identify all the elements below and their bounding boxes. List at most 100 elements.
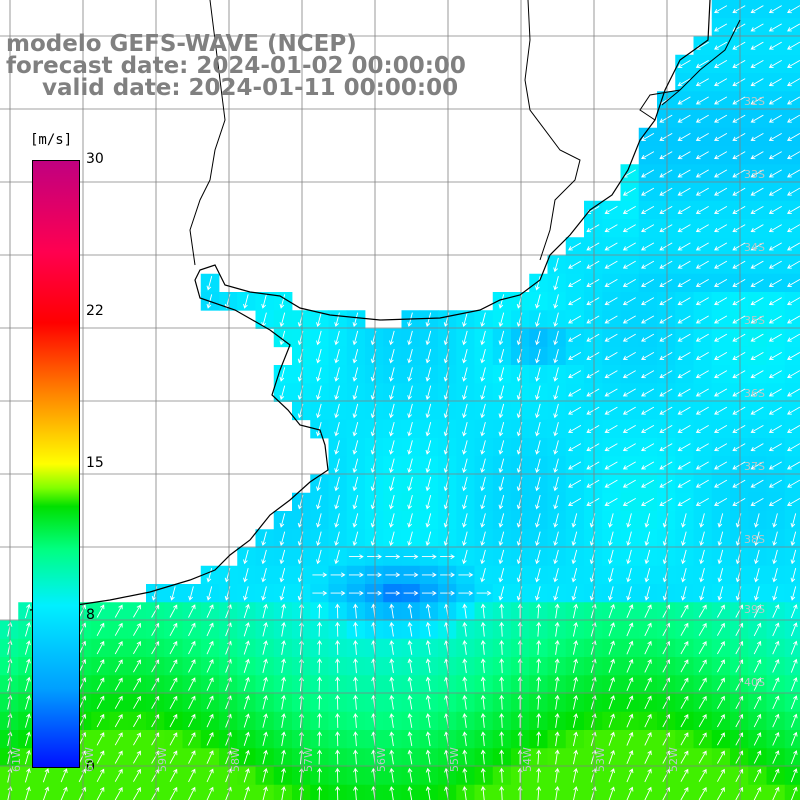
wind-arrow — [317, 621, 322, 637]
wind-arrow — [281, 621, 286, 637]
wind-arrow — [425, 694, 431, 710]
wind-speed-cell — [693, 784, 713, 800]
wind-arrow — [572, 749, 579, 765]
wind-arrow — [753, 786, 762, 800]
wind-arrow — [677, 151, 691, 160]
wind-arrow — [604, 242, 618, 251]
wind-arrow — [717, 531, 724, 546]
wind-arrow — [553, 348, 559, 364]
wind-arrow — [462, 458, 468, 473]
wind-arrow — [389, 640, 395, 655]
wind-arrow — [352, 367, 359, 382]
wind-arrow — [641, 461, 655, 470]
wind-arrow — [768, 297, 782, 306]
wind-arrow — [225, 750, 232, 765]
wind-arrow — [641, 187, 655, 196]
wind-arrow — [695, 187, 709, 196]
wind-speed-cell — [730, 784, 749, 800]
wind-arrow — [553, 312, 559, 327]
wind-arrow — [425, 767, 431, 783]
wind-arrow — [425, 513, 432, 528]
wind-arrow — [680, 714, 689, 728]
wind-arrow — [698, 622, 707, 636]
wind-arrow — [385, 572, 401, 578]
wind-arrow — [768, 114, 782, 123]
wind-arrow — [753, 659, 762, 673]
wind-arrow — [768, 242, 782, 251]
wind-arrow — [754, 549, 760, 565]
wind-arrow — [536, 603, 542, 619]
wind-arrow — [695, 461, 709, 470]
wind-arrow — [659, 206, 673, 214]
wind-arrow — [695, 169, 709, 178]
wind-arrow — [389, 330, 395, 346]
wind-arrow — [536, 786, 542, 800]
wind-speed-cell — [784, 675, 800, 694]
wind-arrow — [114, 604, 123, 618]
wind-arrow — [641, 260, 655, 269]
wind-arrow — [641, 425, 655, 433]
wind-arrow — [499, 621, 505, 637]
wind-arrow — [553, 294, 559, 309]
wind-arrow — [717, 732, 725, 746]
wind-arrow — [681, 549, 687, 565]
wind-arrow — [407, 731, 413, 747]
wind-arrow — [641, 370, 655, 379]
wind-arrow — [790, 768, 798, 783]
wind-arrow — [626, 549, 632, 565]
wind-arrow — [698, 714, 707, 728]
wind-arrow — [753, 750, 762, 764]
wind-arrow — [717, 750, 725, 764]
wind-arrow — [753, 713, 762, 728]
wind-arrow — [677, 114, 691, 123]
wind-arrow — [608, 531, 614, 546]
wind-arrow — [334, 385, 340, 400]
wind-arrow — [753, 677, 762, 691]
wind-arrow — [586, 224, 600, 233]
wind-arrow — [353, 694, 358, 710]
wind-arrow — [279, 367, 286, 382]
wind-arrow — [750, 41, 764, 50]
wind-arrow — [790, 695, 798, 710]
wind-arrow — [659, 242, 673, 251]
wind-arrow — [352, 494, 359, 510]
wind-arrow — [768, 96, 782, 105]
wind-arrow — [462, 440, 468, 455]
wind-speed-cell — [784, 310, 800, 329]
wind-arrow — [407, 494, 413, 510]
wind-arrow — [573, 786, 579, 800]
lon-label: 58W — [229, 747, 242, 772]
wind-arrow — [407, 640, 413, 655]
wind-arrow — [389, 403, 395, 419]
wind-arrow — [681, 531, 687, 546]
wind-arrow — [535, 294, 541, 309]
wind-arrow — [568, 297, 582, 306]
wind-arrow — [480, 513, 486, 528]
wind-arrow — [753, 695, 762, 710]
wind-arrow — [626, 731, 634, 746]
wind-arrow — [608, 603, 615, 619]
wind-arrow — [659, 260, 673, 269]
wind-arrow — [458, 590, 474, 596]
wind-arrow — [768, 60, 782, 68]
wind-arrow — [281, 603, 286, 619]
wind-arrow — [188, 659, 196, 673]
wind-arrow — [586, 406, 600, 415]
wind-arrow — [590, 603, 597, 619]
wind-arrow — [535, 567, 541, 583]
wind-arrow — [389, 494, 395, 510]
wind-arrow — [677, 242, 691, 251]
colorbar-tick-0: 0 — [86, 759, 95, 775]
wind-arrow — [462, 749, 468, 765]
wind-arrow — [335, 786, 340, 800]
wind-arrow — [24, 768, 31, 783]
wind-arrow — [714, 333, 728, 342]
wind-arrow — [714, 96, 728, 105]
wind-arrow — [641, 297, 655, 306]
wind-arrow — [498, 586, 505, 601]
wind-arrow — [133, 641, 141, 655]
wind-arrow — [312, 590, 328, 596]
wind-arrow — [334, 458, 340, 473]
wind-arrow — [590, 786, 597, 800]
wind-arrow — [626, 750, 634, 764]
